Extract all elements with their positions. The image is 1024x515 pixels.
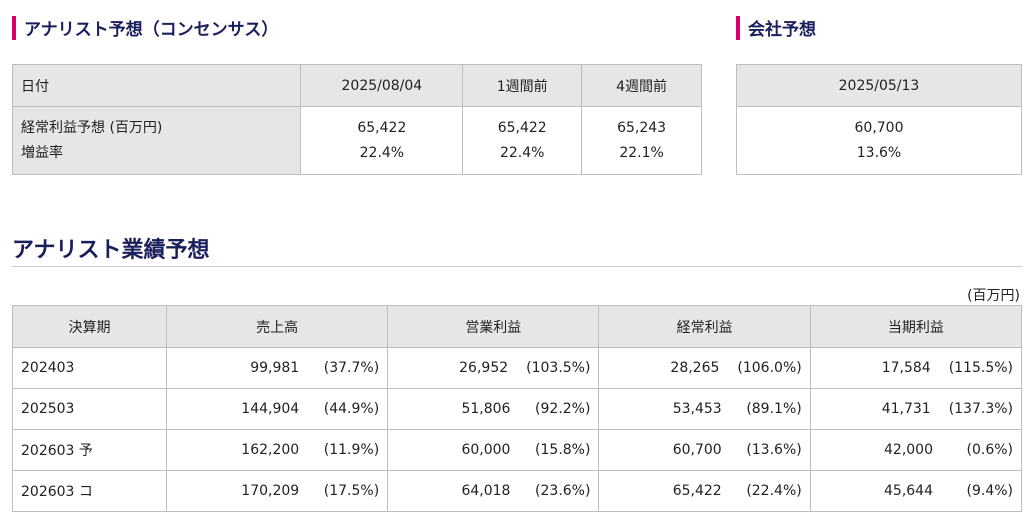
value: 51,806	[461, 401, 511, 417]
table-row: 202603 予 162,200 (11.9%) 60,000 (15.8%) 60…	[12, 429, 1023, 471]
fiscal-period: 202503	[12, 388, 167, 430]
consensus-4-weeks-cell: 65,243 22.1%	[581, 106, 702, 175]
profit-value: 65,422	[497, 119, 547, 136]
net-sales-cell: 170,209 (17.5%)	[165, 470, 389, 512]
company-data-row: 60,700 13.6%	[736, 106, 1022, 175]
recurring-profit-cell: 53,453 (89.1%)	[598, 388, 811, 430]
consensus-header-row: 日付 2025/08/04 1週間前 4週間前	[11, 64, 702, 107]
growth-value: 22.4%	[359, 144, 405, 161]
change-pct: (9.4%)	[966, 483, 1014, 499]
analyst-consensus-title: アナリスト予想（コンセンサス）	[24, 20, 279, 40]
analyst-performance-forecast-title: アナリスト業績予想	[12, 238, 210, 263]
consensus-latest-cell: 65,422 22.4%	[300, 106, 464, 175]
value: 41,731	[881, 401, 931, 417]
value: 53,453	[672, 401, 722, 417]
header-1-week-ago: 1週間前	[462, 64, 583, 107]
change-pct: (0.6%)	[966, 442, 1014, 458]
performance-forecast-table: 決算期 売上高 営業利益 経常利益 当期利益 202403 99,981 (37.…	[12, 305, 1023, 512]
value: 45,644	[884, 483, 933, 499]
header-fiscal-period: 決算期	[12, 305, 167, 348]
analyst-consensus-heading: アナリスト予想（コンセンサス）	[12, 15, 278, 40]
value: 17,584	[881, 360, 931, 376]
value: 99,981	[250, 360, 300, 376]
net-profit-cell: 17,584 (115.5%)	[809, 347, 1023, 389]
growth-value: 22.1%	[619, 144, 664, 161]
section-divider	[12, 266, 1022, 267]
change-pct: (11.9%)	[323, 442, 380, 458]
change-pct: (44.9%)	[323, 401, 380, 417]
net-sales-cell: 162,200 (11.9%)	[165, 429, 389, 471]
value: 162,200	[241, 442, 300, 458]
value: 170,209	[241, 483, 300, 499]
header-date-label: 日付	[11, 64, 302, 107]
net-sales-cell: 144,904 (44.9%)	[165, 388, 389, 430]
change-pct: (22.4%)	[746, 483, 802, 499]
change-pct: (115.5%)	[948, 360, 1013, 376]
growth-value: 22.4%	[499, 144, 545, 161]
consensus-data-row: 経常利益予想 (百万円) 増益率 65,422 22.4% 65,422 22.…	[11, 106, 702, 175]
header-net-profit: 当期利益	[809, 305, 1023, 348]
change-pct: (17.5%)	[323, 483, 380, 499]
company-forecast-date: 2025/05/13	[736, 64, 1022, 107]
net-profit-cell: 45,644 (9.4%)	[809, 470, 1023, 512]
change-pct: (15.8%)	[535, 442, 591, 458]
profit-value: 65,422	[357, 119, 407, 136]
row-labels: 経常利益予想 (百万円) 増益率	[11, 106, 302, 175]
change-pct: (103.5%)	[526, 360, 591, 376]
change-pct: (137.3%)	[948, 401, 1013, 417]
change-pct: (92.2%)	[535, 401, 591, 417]
value: 42,000	[884, 442, 933, 458]
fiscal-period: 202603 予	[12, 429, 167, 471]
header-operating-profit: 営業利益	[387, 305, 600, 348]
operating-profit-cell: 26,952 (103.5%)	[387, 347, 600, 389]
performance-header-row: 決算期 売上高 営業利益 経常利益 当期利益	[12, 305, 1023, 348]
net-profit-cell: 42,000 (0.6%)	[809, 429, 1023, 471]
table-row: 202403 99,981 (37.7%) 26,952 (103.5%) 28,2…	[12, 347, 1023, 389]
change-pct: (23.6%)	[535, 483, 591, 499]
fiscal-period: 202403	[12, 347, 167, 389]
recurring-profit-cell: 65,422 (22.4%)	[598, 470, 811, 512]
header-latest-date: 2025/08/04	[300, 64, 464, 107]
profit-value: 65,243	[617, 119, 667, 136]
header-recurring-profit: 経常利益	[598, 305, 811, 348]
consensus-1-week-cell: 65,422 22.4%	[462, 106, 583, 175]
company-forecast-table: 2025/05/13 60,700 13.6%	[736, 64, 1022, 175]
recurring-profit-cell: 60,700 (13.6%)	[598, 429, 811, 471]
operating-profit-cell: 51,806 (92.2%)	[387, 388, 600, 430]
operating-profit-cell: 60,000 (15.8%)	[387, 429, 600, 471]
company-header-row: 2025/05/13	[736, 64, 1022, 107]
value: 60,700	[672, 442, 722, 458]
change-pct: (13.6%)	[746, 442, 802, 458]
header-net-sales: 売上高	[165, 305, 389, 348]
table-row: 202503 144,904 (44.9%) 51,806 (92.2%) 53,4…	[12, 388, 1023, 430]
value: 28,265	[670, 360, 720, 376]
change-pct: (37.7%)	[323, 360, 380, 376]
heading-accent-bar	[736, 15, 740, 40]
consensus-table: 日付 2025/08/04 1週間前 4週間前 経常利益予想 (百万円) 増益率…	[11, 64, 702, 175]
profit-value: 60,700	[854, 119, 904, 136]
operating-profit-cell: 64,018 (23.6%)	[387, 470, 600, 512]
change-pct: (106.0%)	[737, 360, 802, 376]
fiscal-period: 202603 コ	[12, 470, 167, 512]
company-forecast-heading: 会社予想	[736, 15, 816, 40]
label-recurring-profit-forecast: 経常利益予想 (百万円)	[21, 119, 163, 136]
change-pct: (89.1%)	[746, 401, 802, 417]
growth-value: 13.6%	[856, 144, 902, 161]
header-4-weeks-ago: 4週間前	[581, 64, 702, 107]
table-row: 202603 コ 170,209 (17.5%) 64,018 (23.6%) 65…	[12, 470, 1023, 512]
value: 65,422	[672, 483, 722, 499]
value: 144,904	[241, 401, 300, 417]
label-growth-rate: 増益率	[21, 144, 63, 161]
unit-label: (百万円)	[967, 288, 1020, 304]
net-sales-cell: 99,981 (37.7%)	[165, 347, 389, 389]
company-forecast-cell: 60,700 13.6%	[736, 106, 1022, 175]
recurring-profit-cell: 28,265 (106.0%)	[598, 347, 811, 389]
net-profit-cell: 41,731 (137.3%)	[809, 388, 1023, 430]
company-forecast-title: 会社予想	[748, 20, 816, 40]
value: 60,000	[461, 442, 511, 458]
heading-accent-bar	[12, 15, 16, 40]
value: 26,952	[459, 360, 509, 376]
value: 64,018	[461, 483, 511, 499]
